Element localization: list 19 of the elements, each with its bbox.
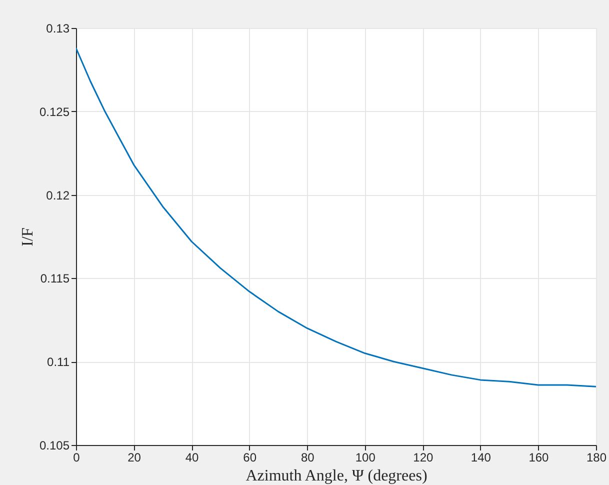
line-series <box>76 47 596 388</box>
y-tick-label: 0.105 <box>39 438 70 452</box>
x-tick-label: 120 <box>413 450 434 464</box>
x-axis-title: Azimuth Angle, Ψ (degrees) <box>246 468 428 484</box>
x-tick-label: 80 <box>300 450 315 464</box>
y-axis-title: I/F <box>19 228 36 246</box>
x-tick-label: 60 <box>243 450 257 464</box>
y-tick-label: 0.125 <box>39 104 70 119</box>
x-tick-label: 20 <box>128 450 142 464</box>
x-tick-label: 140 <box>470 450 492 464</box>
x-tick-label: 160 <box>528 450 550 464</box>
y-tick-label: 0.12 <box>46 188 70 202</box>
x-tick-label: 40 <box>185 450 200 464</box>
y-tick-label: 0.11 <box>47 355 70 370</box>
x-tick-label: 180 <box>586 450 607 464</box>
y-tick-label: 0.115 <box>40 272 70 286</box>
x-tick-label: 0 <box>73 450 80 464</box>
y-tick-label: 0.13 <box>46 22 70 36</box>
x-tick-label: 100 <box>355 450 376 464</box>
